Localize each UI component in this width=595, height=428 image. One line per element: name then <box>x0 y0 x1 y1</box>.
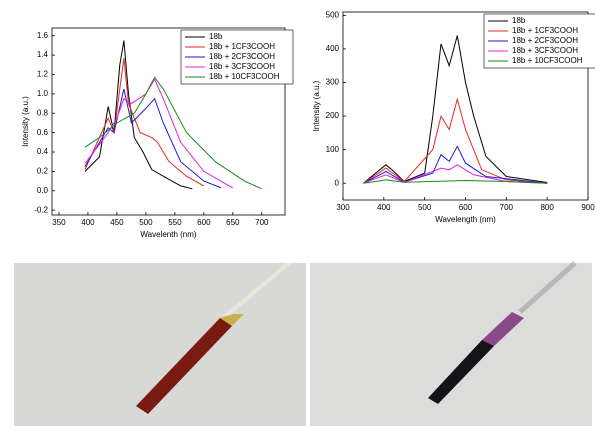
y-tick-label: 0.2 <box>37 167 49 176</box>
y-tick-label: 1.4 <box>37 50 49 59</box>
x-tick-label: 350 <box>52 218 66 227</box>
series-line <box>84 76 263 190</box>
legend-label: 18b + 2CF3COOH <box>512 36 578 45</box>
y-tick-label: 1.2 <box>37 70 49 79</box>
series-line <box>363 164 548 184</box>
legend-label: 18b + 1CF3COOH <box>209 42 275 51</box>
tube-interface <box>482 312 524 346</box>
series-line <box>363 145 548 184</box>
x-axis-label: Wavelenth (nm) <box>140 230 197 239</box>
y-tick-label: 200 <box>326 111 340 120</box>
x-tick-label: 600 <box>459 203 473 212</box>
x-tick-label: 400 <box>81 218 95 227</box>
x-tick-label: 650 <box>226 218 240 227</box>
tube-liquid <box>428 340 494 404</box>
legend-label: 18b + 3CF3COOH <box>512 46 578 55</box>
x-tick-label: 500 <box>418 203 432 212</box>
y-axis-label: Intensity (a.u.) <box>21 96 30 147</box>
y-tick-label: 400 <box>326 44 340 53</box>
x-axis-label: Wavelength (nm) <box>435 215 496 224</box>
y-tick-label: 300 <box>326 78 340 87</box>
legend-label: 18b + 3CF3COOH <box>209 62 275 71</box>
photo-left <box>14 263 306 426</box>
y-tick-label: 1.0 <box>37 89 49 98</box>
series-line <box>84 78 234 189</box>
y-tick-label: 500 <box>326 10 340 19</box>
tube-liquid <box>136 318 232 414</box>
x-tick-label: 700 <box>255 218 269 227</box>
tube-top <box>518 261 577 314</box>
legend-label: 18b + 1CF3COOH <box>512 26 578 35</box>
y-tick-label: 100 <box>326 145 340 154</box>
legend-label: 18b <box>512 16 526 25</box>
series-line <box>363 35 548 184</box>
y-axis-label: Intensity (a.u.) <box>312 80 321 131</box>
plot-frame <box>51 27 286 216</box>
series-line <box>363 97 548 184</box>
x-tick-label: 600 <box>197 218 211 227</box>
x-tick-label: 700 <box>500 203 514 212</box>
series-line <box>84 57 205 187</box>
series-line <box>363 179 548 184</box>
chart: 350 400 450 500 550 600 650 700 -0.2 0.0 0.2 0.4 0.6… <box>21 27 294 239</box>
tube-top <box>222 263 292 316</box>
x-tick-label: 450 <box>110 218 124 227</box>
y-tick-label: 0.8 <box>37 108 49 117</box>
legend-label: 18b <box>209 32 223 41</box>
x-tick-label: 400 <box>377 203 391 212</box>
y-tick-label: 0.4 <box>37 147 49 156</box>
y-tick-label: 0.6 <box>37 128 49 137</box>
y-tick-label: 0.0 <box>37 186 49 195</box>
x-tick-label: 900 <box>581 203 595 212</box>
legend-label: 18b + 10CF3COOH <box>512 56 583 65</box>
y-tick-label: 1.6 <box>37 31 49 40</box>
x-tick-label: 300 <box>336 203 350 212</box>
chart: 300 400 500 600 700 800 9000100200300400500Wav… <box>312 10 595 224</box>
legend-label: 18b + 10CF3COOH <box>209 72 280 81</box>
y-tick-label: -0.2 <box>34 205 48 214</box>
tube-interface <box>220 314 244 326</box>
legend-label: 18b + 2CF3COOH <box>209 52 275 61</box>
x-tick-label: 550 <box>168 218 182 227</box>
x-tick-label: 500 <box>139 218 153 227</box>
series-line <box>84 40 193 190</box>
photo-right <box>310 261 592 426</box>
x-tick-label: 800 <box>540 203 554 212</box>
y-tick-label: 0 <box>335 178 340 187</box>
series-line <box>84 88 222 189</box>
